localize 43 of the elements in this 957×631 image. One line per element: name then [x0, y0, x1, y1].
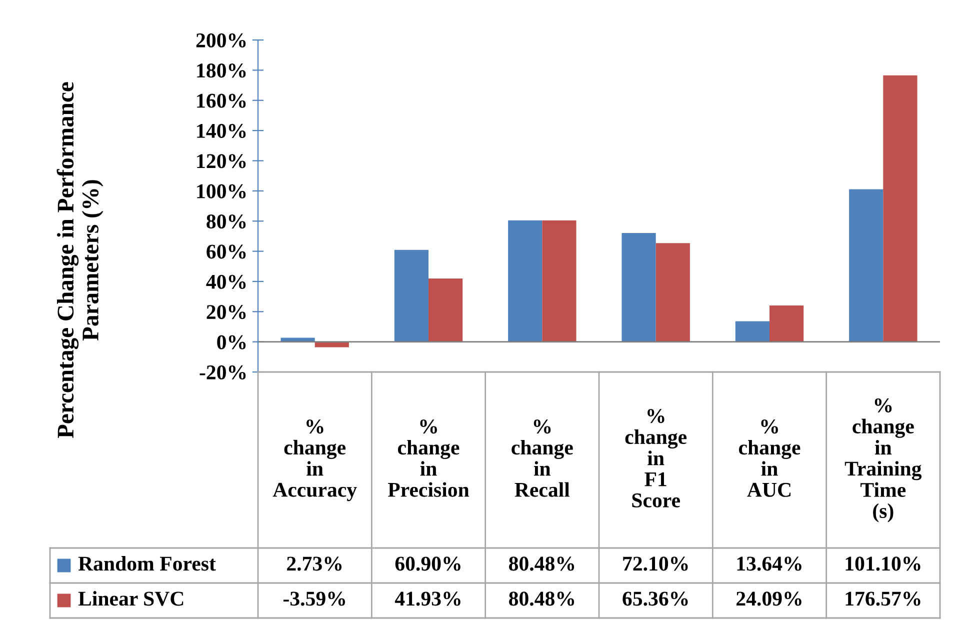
data-label: 80.48%	[509, 556, 574, 571]
y-tick-label: -20%	[200, 365, 246, 380]
bar	[542, 220, 576, 342]
y-tick-label: 200%	[196, 33, 246, 48]
bar	[428, 278, 463, 342]
y-tick-label: 80%	[206, 214, 246, 229]
data-label: 101.10%	[846, 556, 920, 571]
data-label: 24.09%	[736, 592, 802, 606]
bar	[622, 233, 656, 342]
legend-label: Random Forest	[78, 556, 216, 571]
y-tick-label: 100%	[197, 184, 246, 198]
y-tick-label: 20%	[206, 305, 246, 320]
x-tick-label: % change in Training Time (s)	[844, 398, 922, 522]
y-tick-label: 160%	[197, 94, 246, 108]
bar	[508, 220, 542, 342]
y-tick-label: 140%	[197, 124, 246, 138]
data-label: 72.10%	[623, 556, 688, 571]
y-tick-label: 40%	[206, 274, 246, 289]
bar	[394, 250, 428, 342]
y-tick-label: 180%	[197, 64, 246, 78]
x-tick-label: % change in F1 Score	[625, 408, 687, 508]
data-label: 60.90%	[395, 556, 460, 571]
y-tick-label: 0%	[217, 335, 246, 350]
data-label: 80.48%	[509, 592, 574, 606]
y-axis-title: Percentage Change in Performance Parameters (%)	[56, 82, 104, 438]
bar	[656, 243, 690, 342]
data-label: -3.59%	[283, 592, 345, 606]
bar	[849, 189, 884, 342]
y-tick-label: 120%	[197, 154, 246, 168]
x-tick-label: % change in Accuracy	[272, 419, 357, 502]
x-tick-label: % change in Precision	[388, 419, 470, 497]
data-label: 41.93%	[394, 592, 460, 606]
data-label: 176.57%	[846, 592, 920, 606]
bar	[735, 321, 770, 342]
x-tick-label: % change in AUC	[738, 419, 800, 497]
bar	[770, 305, 804, 342]
bar	[883, 75, 918, 342]
legend-label: Linear SVC	[78, 591, 184, 606]
data-label: 65.36%	[622, 592, 688, 606]
data-label: 13.64%	[737, 556, 802, 571]
x-tick-label: % change in Recall	[512, 419, 573, 497]
data-label: 2.73%	[287, 556, 342, 571]
y-tick-label: 60%	[206, 244, 246, 259]
